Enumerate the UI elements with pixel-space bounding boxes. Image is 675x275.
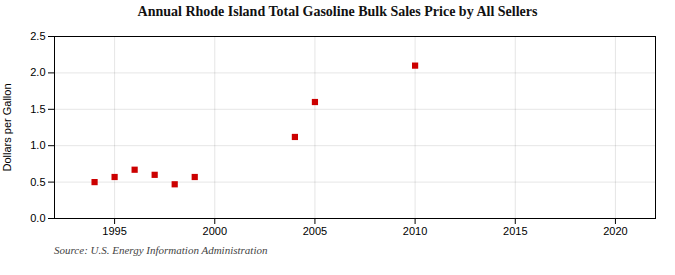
- svg-text:1.0: 1.0: [30, 139, 45, 151]
- svg-text:Dollars per Gallon: Dollars per Gallon: [1, 83, 13, 171]
- svg-text:2015: 2015: [503, 225, 527, 237]
- svg-text:0.0: 0.0: [30, 212, 45, 224]
- svg-text:1.5: 1.5: [30, 103, 45, 115]
- svg-text:1995: 1995: [102, 225, 126, 237]
- svg-text:2.5: 2.5: [30, 30, 45, 42]
- svg-text:2.0: 2.0: [30, 66, 45, 78]
- svg-text:2005: 2005: [303, 225, 327, 237]
- svg-text:2010: 2010: [403, 225, 427, 237]
- svg-text:0.5: 0.5: [30, 176, 45, 188]
- svg-text:2020: 2020: [603, 225, 627, 237]
- svg-text:2000: 2000: [203, 225, 227, 237]
- html-text:Source: U.S. Energy Informatio: Source: U.S. Energy Information Administ…: [54, 244, 268, 256]
- html-text:Annual Rhode Island Total Gaso: Annual Rhode Island Total Gasoline Bulk …: [137, 4, 538, 19]
